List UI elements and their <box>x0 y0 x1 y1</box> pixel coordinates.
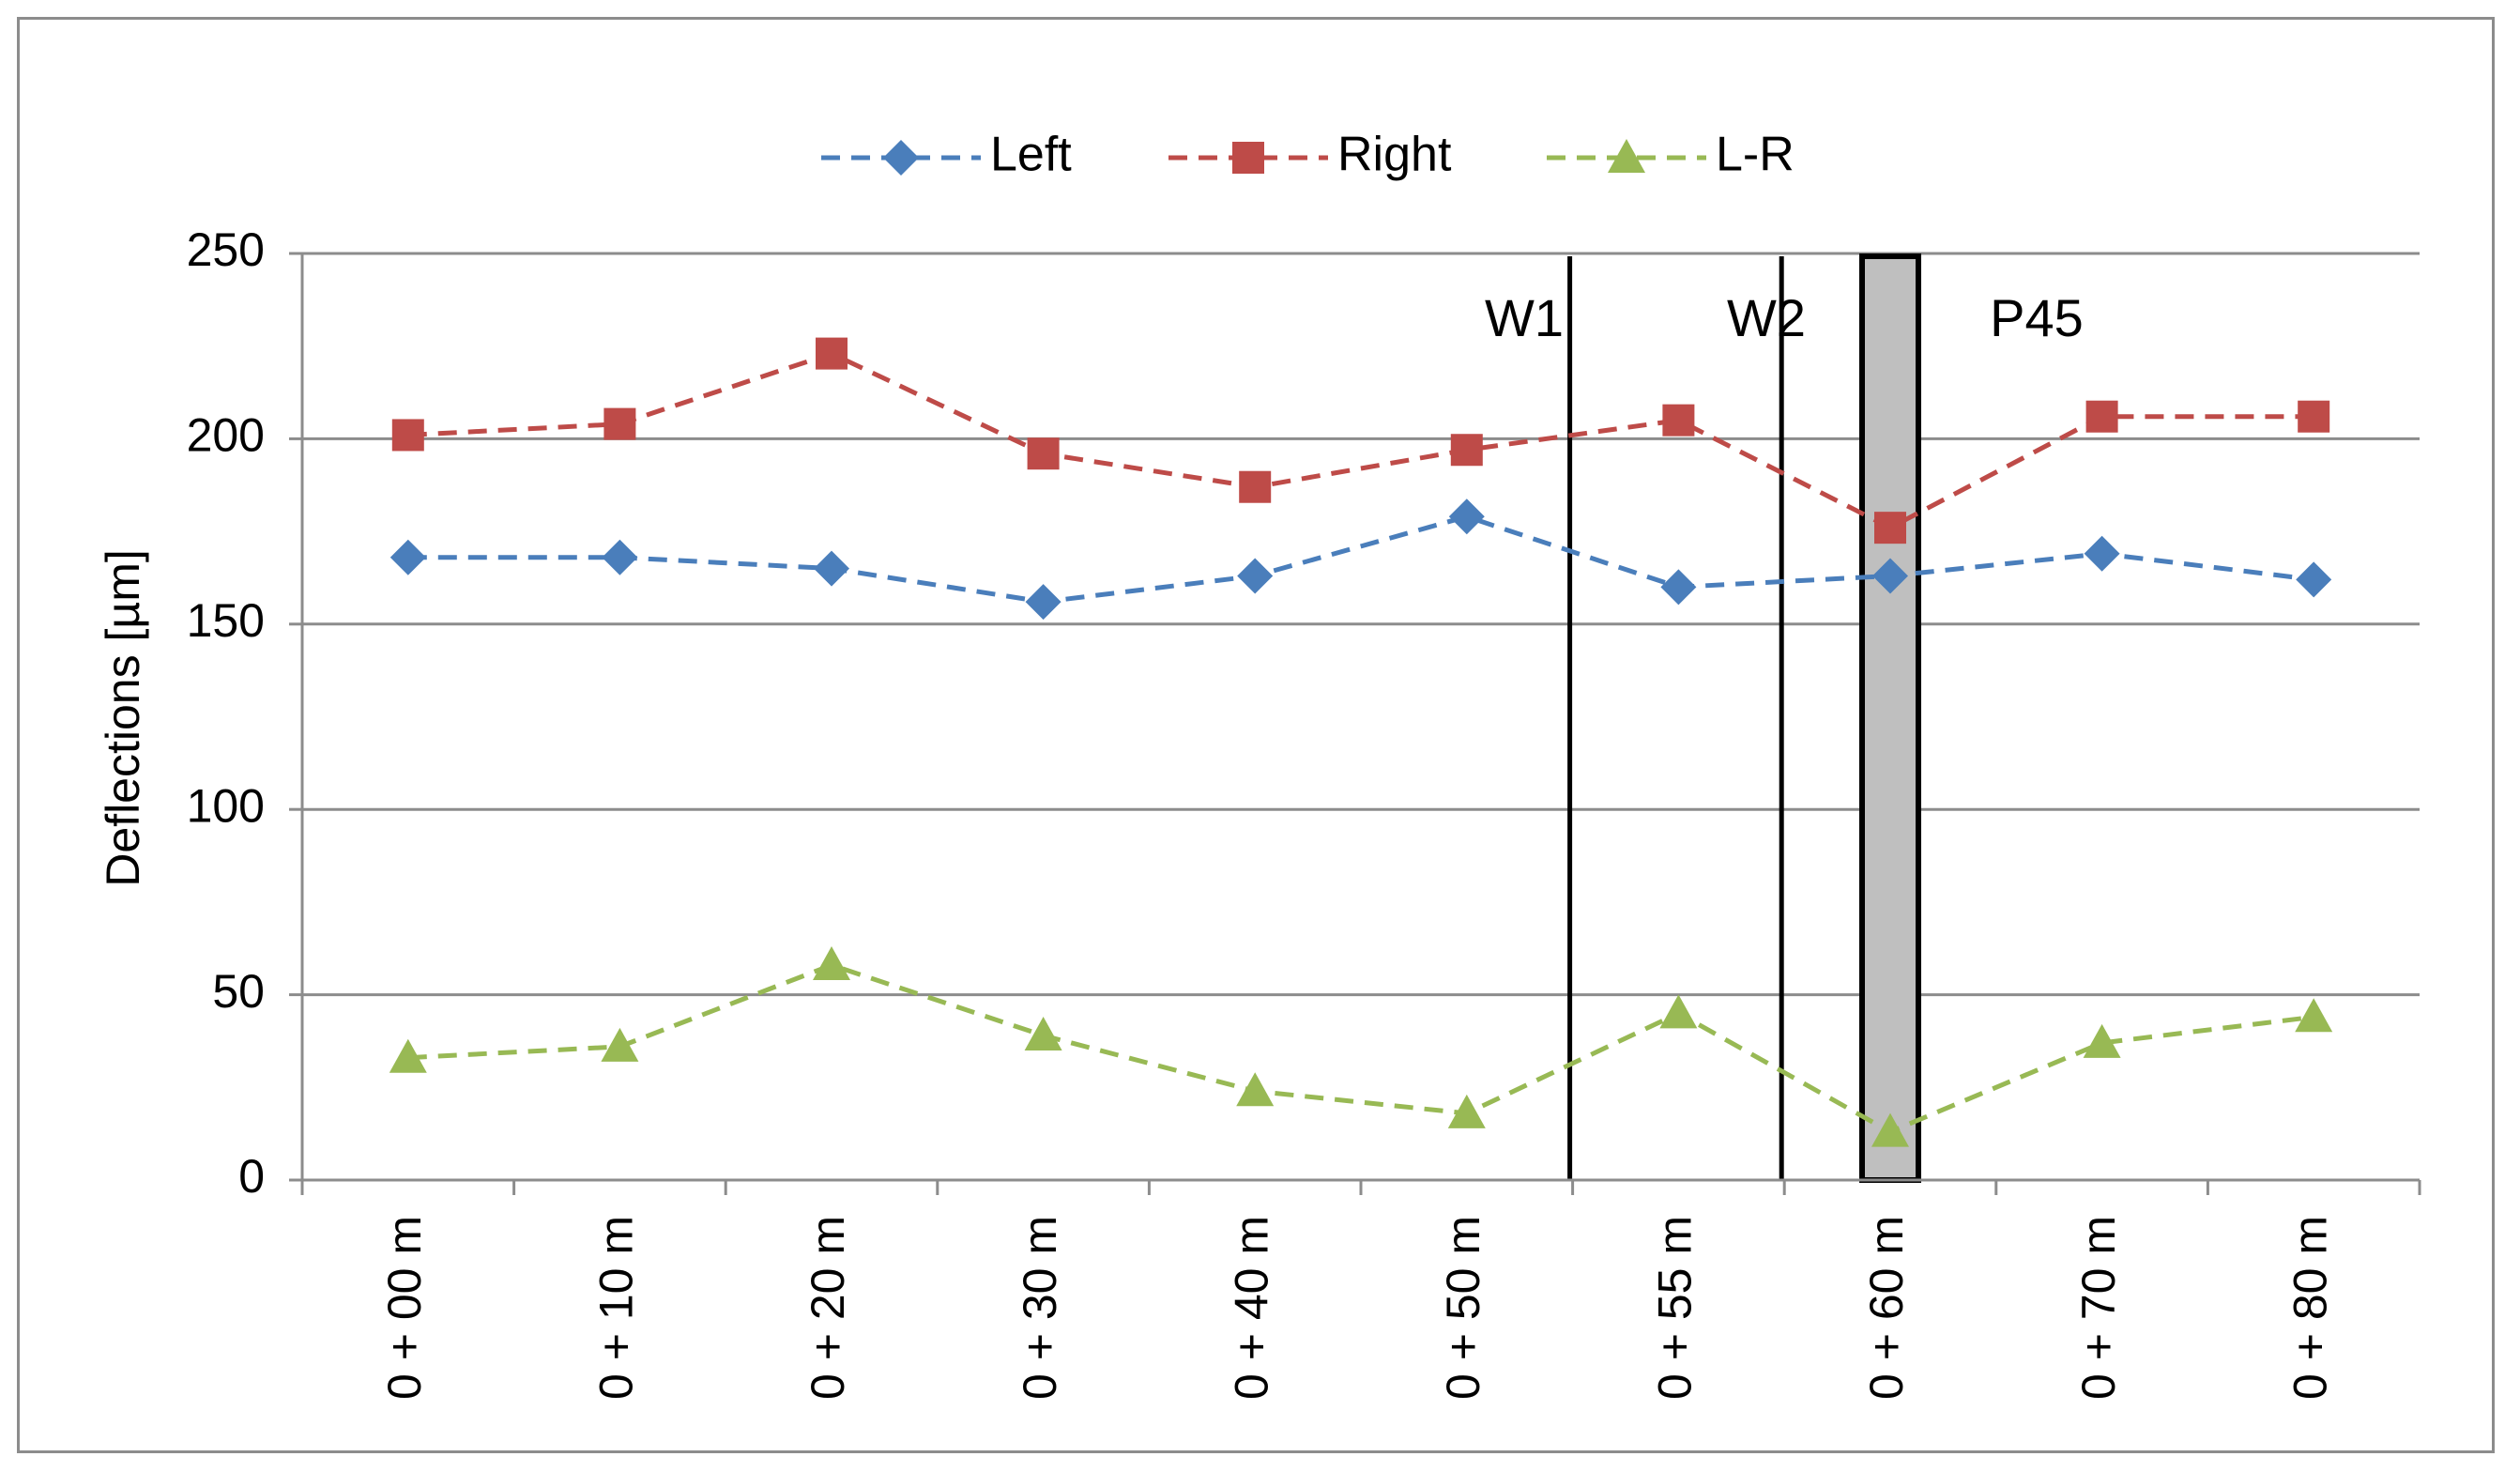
point-left-1 <box>602 539 638 575</box>
x-tick-label-5: 0 + 50 m <box>1437 1216 1489 1400</box>
y-tick-label-100: 100 <box>187 779 265 832</box>
y-tick-label-0: 0 <box>238 1150 265 1203</box>
legend-marker-right <box>1232 142 1264 174</box>
annotation-label-w1: W1 <box>1485 288 1564 347</box>
point-l-r-5 <box>1447 1094 1486 1128</box>
point-left-0 <box>389 539 426 575</box>
point-l-r-0 <box>389 1038 427 1073</box>
legend-label-l-r: L-R <box>1716 128 1795 182</box>
point-right-1 <box>603 407 636 440</box>
point-right-7 <box>1874 512 1906 544</box>
y-tick-label-200: 200 <box>187 409 265 462</box>
legend: Left Right L-R <box>821 128 1795 182</box>
point-l-r-3 <box>1024 1017 1062 1051</box>
point-left-9 <box>2296 561 2332 598</box>
point-l-r-1 <box>601 1027 639 1062</box>
point-right-6 <box>1662 404 1695 437</box>
axes: 0 50 100 150 200 250 0 + 00 m 0 + 10 m 0 + 20 m 0… <box>187 223 2421 1400</box>
x-tick-label-4: 0 + 40 m <box>1225 1216 1277 1400</box>
point-l-r-4 <box>1236 1072 1275 1107</box>
annotation-labels: W1 W2 P45 <box>1485 288 2084 347</box>
point-l-r-2 <box>813 946 850 981</box>
point-left-2 <box>814 550 849 587</box>
point-l-r-6 <box>1659 994 1698 1029</box>
legend-label-right: Right <box>1337 128 1452 182</box>
legend-marker-left <box>883 140 919 176</box>
point-right-3 <box>1027 437 1060 470</box>
point-right-8 <box>2085 400 2118 433</box>
point-l-r-7 <box>1871 1112 1909 1147</box>
x-tick-label-2: 0 + 20 m <box>802 1216 854 1400</box>
legend-label-left: Left <box>990 128 1072 182</box>
series-line-l-r <box>407 962 2314 1135</box>
point-right-4 <box>1239 470 1272 503</box>
y-tick-label-250: 250 <box>187 223 265 276</box>
grid-lines <box>302 252 2420 997</box>
x-tick-label-9: 0 + 80 m <box>2283 1216 2336 1400</box>
point-left-6 <box>1660 569 1697 606</box>
point-l-r-9 <box>2295 998 2333 1033</box>
point-right-5 <box>1450 434 1483 467</box>
point-left-5 <box>1448 498 1485 535</box>
annotation-label-p45: P45 <box>1990 288 2084 347</box>
point-right-0 <box>391 419 424 452</box>
chart-frame <box>17 17 2495 1453</box>
series <box>389 337 2333 1147</box>
series-line-right <box>407 350 2314 530</box>
y-axis-label: Deflections [µm] <box>97 549 149 886</box>
x-tick-label-8: 0 + 70 m <box>2072 1216 2125 1400</box>
x-tick-label-7: 0 + 60 m <box>1860 1216 1913 1400</box>
annotation-band-p45 <box>1859 253 1921 1183</box>
annotation-label-w2: W2 <box>1727 288 1806 347</box>
legend-marker-l-r <box>1608 139 1645 173</box>
x-tick-label-1: 0 + 10 m <box>590 1216 643 1400</box>
x-tick-label-6: 0 + 55 m <box>1649 1216 1702 1400</box>
series-line-left <box>407 514 2314 605</box>
y-tick-label-50: 50 <box>212 965 265 1018</box>
point-left-7 <box>1872 558 1908 594</box>
y-tick-label-150: 150 <box>187 594 265 647</box>
point-right-2 <box>816 337 848 370</box>
point-left-8 <box>2084 535 2120 572</box>
x-tick-label-3: 0 + 30 m <box>1014 1216 1066 1400</box>
point-left-3 <box>1025 584 1061 621</box>
point-left-4 <box>1237 558 1274 594</box>
x-tick-label-0: 0 + 00 m <box>378 1216 431 1400</box>
point-right-9 <box>2298 400 2330 433</box>
point-l-r-8 <box>2083 1023 2121 1058</box>
